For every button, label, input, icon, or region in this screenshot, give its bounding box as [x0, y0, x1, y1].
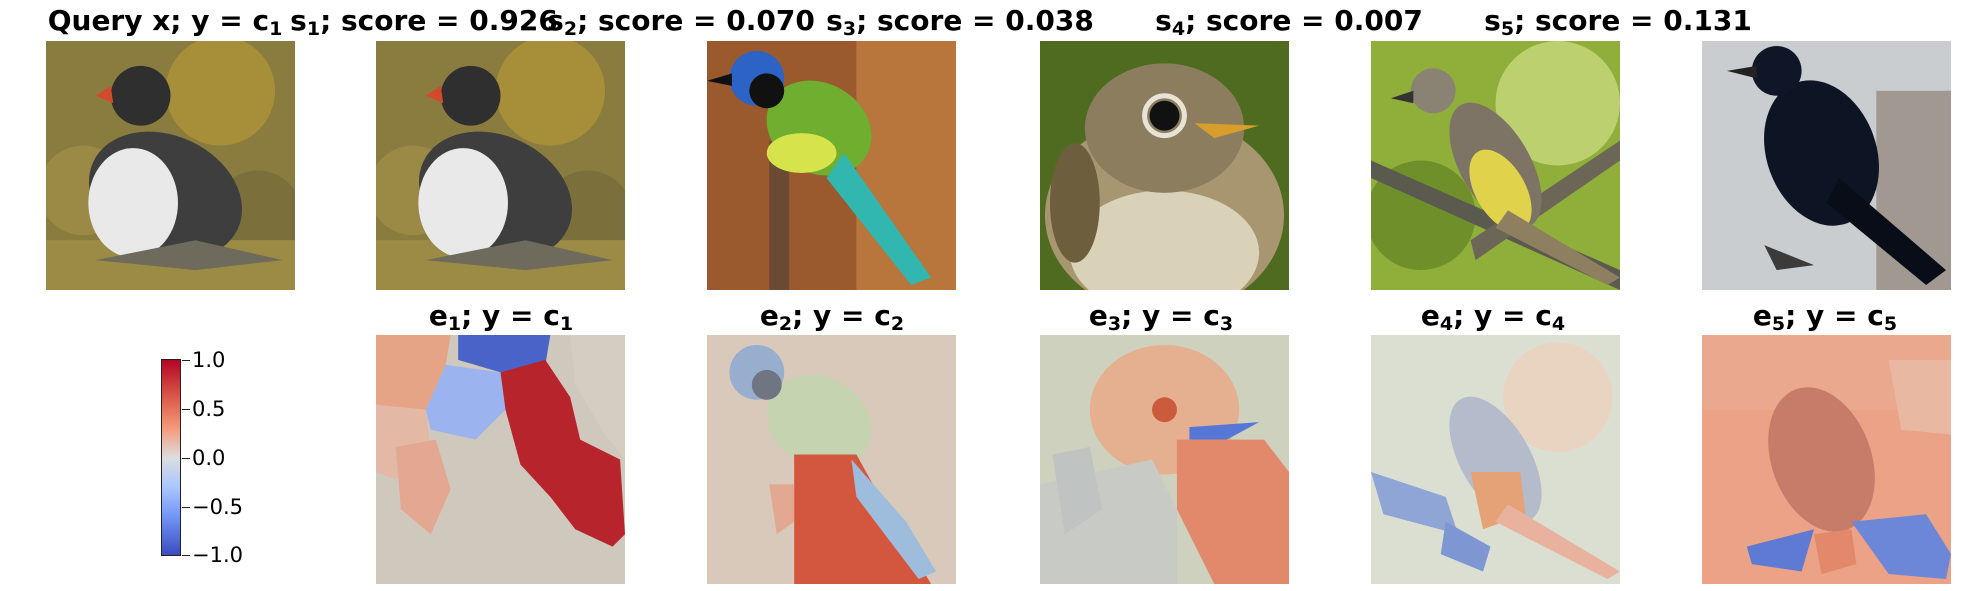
colorbar-tick [182, 507, 190, 508]
colorbar-tick [182, 458, 190, 459]
title-support-3: s3; score = 0.038 [826, 4, 1094, 40]
colorbar [161, 359, 181, 556]
support-image-5 [1702, 41, 1951, 290]
support-image-4 [1371, 41, 1620, 290]
colorbar-tick [182, 360, 190, 361]
title-query: Query x; y = c1 [47, 4, 283, 40]
title-explanation-4: e4; y = c4 [1420, 299, 1566, 335]
support-image-1 [376, 41, 625, 290]
explanation-heatmap-2 [707, 335, 956, 584]
title-support-2: s2; score = 0.070 [547, 4, 815, 40]
title-support-1: s1; score = 0.926 [290, 4, 558, 40]
colorbar-tick-label: 0.0 [192, 446, 226, 470]
colorbar-tick-label: 0.5 [192, 397, 226, 421]
query-image [46, 41, 295, 290]
explanation-heatmap-3 [1040, 335, 1289, 584]
title-support-5: s5; score = 0.131 [1484, 4, 1752, 40]
colorbar-tick-label: −0.5 [192, 495, 243, 519]
title-support-4: s4; score = 0.007 [1155, 4, 1423, 40]
support-image-3 [1040, 41, 1289, 290]
colorbar-tick-label: −1.0 [192, 543, 243, 567]
colorbar-tick [182, 555, 190, 556]
colorbar-tick [182, 409, 190, 410]
explanation-heatmap-5 [1702, 335, 1951, 584]
support-image-2 [707, 41, 956, 290]
title-explanation-1: e1; y = c1 [428, 299, 574, 335]
colorbar-tick-label: 1.0 [192, 348, 226, 372]
explanation-heatmap-1 [376, 335, 625, 584]
explanation-heatmap-4 [1371, 335, 1620, 584]
title-explanation-2: e2; y = c2 [759, 299, 905, 335]
title-explanation-3: e3; y = c3 [1088, 299, 1234, 335]
title-explanation-5: e5; y = c5 [1752, 299, 1898, 335]
